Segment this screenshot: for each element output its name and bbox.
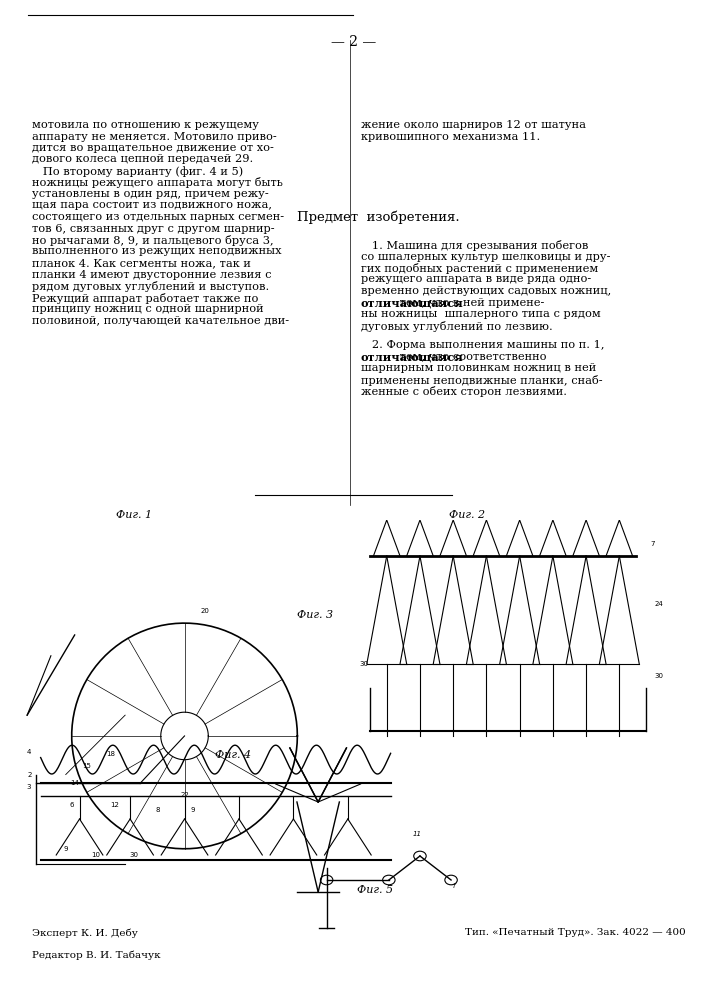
Text: планки 4 имеют двусторонние лезвия с: планки 4 имеют двусторонние лезвия с (32, 269, 271, 279)
Text: применены неподвижные планки, снаб-: применены неподвижные планки, снаб- (361, 374, 602, 385)
Text: Редактор В. И. Табачук: Редактор В. И. Табачук (32, 950, 160, 960)
Text: тем, что в ней примене-: тем, что в ней примене- (396, 298, 544, 308)
Text: ны ножницы  шпалерного типа с рядом: ны ножницы шпалерного типа с рядом (361, 309, 600, 319)
Text: Тип. «Печатный Труд». Зак. 4022 — 400: Тип. «Печатный Труд». Зак. 4022 — 400 (465, 928, 686, 937)
Text: установлены в один ряд, причем режу-: установлены в один ряд, причем режу- (32, 189, 269, 199)
Text: тов 6, связанных друг с другом шарнир-: тов 6, связанных друг с другом шарнир- (32, 224, 274, 233)
Text: временно действующих садовых ножниц,: временно действующих садовых ножниц, (361, 286, 611, 296)
Text: половиной, получающей качательное дви-: половиной, получающей качательное дви- (32, 316, 289, 326)
Text: женные с обеих сторон лезвиями.: женные с обеих сторон лезвиями. (361, 386, 566, 397)
Text: Предмет  изобретения.: Предмет изобретения. (297, 210, 460, 224)
Text: Фиг. 3: Фиг. 3 (296, 610, 333, 620)
Text: Эксперт К. И. Дебу: Эксперт К. И. Дебу (32, 928, 138, 938)
Text: Фиг. 2: Фиг. 2 (448, 510, 485, 520)
Text: отличающаяся: отличающаяся (361, 298, 463, 308)
Text: мотовила по отношению к режущему: мотовила по отношению к режущему (32, 120, 259, 130)
Text: шарнирным половинкам ножниц в ней: шарнирным половинкам ножниц в ней (361, 363, 596, 373)
Text: Фиг. 4: Фиг. 4 (215, 750, 252, 760)
Text: дуговых углублений по лезвию.: дуговых углублений по лезвию. (361, 320, 552, 332)
Text: состоящего из отдельных парных сегмен-: состоящего из отдельных парных сегмен- (32, 212, 284, 222)
Text: По второму варианту (фиг. 4 и 5): По второму варианту (фиг. 4 и 5) (32, 166, 243, 177)
Text: принципу ножниц с одной шарнирной: принципу ножниц с одной шарнирной (32, 304, 264, 314)
Text: отличающаяся: отличающаяся (361, 351, 463, 362)
Text: Режущий аппарат работает также по: Режущий аппарат работает также по (32, 292, 258, 304)
Text: жение около шарниров 12 от шатуна: жение около шарниров 12 от шатуна (361, 120, 585, 130)
Text: 2. Форма выполнения машины по п. 1,: 2. Форма выполнения машины по п. 1, (361, 340, 604, 350)
Text: Фиг. 1: Фиг. 1 (116, 510, 153, 520)
Text: выполненного из режущих неподвижных: выполненного из режущих неподвижных (32, 246, 281, 256)
Text: гих подобных растений с применением: гих подобных растений с применением (361, 263, 598, 274)
Text: аппарату не меняется. Мотовило приво-: аппарату не меняется. Мотовило приво- (32, 131, 276, 141)
Text: кривошипного механизма 11.: кривошипного механизма 11. (361, 131, 540, 141)
Text: Фиг. 5: Фиг. 5 (356, 885, 393, 895)
Text: ножницы режущего аппарата могут быть: ножницы режущего аппарата могут быть (32, 178, 283, 188)
Text: дового колеса цепной передачей 29.: дового колеса цепной передачей 29. (32, 154, 253, 164)
Text: планок 4. Как сегменты ножа, так и: планок 4. Как сегменты ножа, так и (32, 258, 251, 268)
Text: 1. Машина для срезывания побегов: 1. Машина для срезывания побегов (361, 240, 588, 251)
Text: но рычагами 8, 9, и пальцевого бруса 3,: но рычагами 8, 9, и пальцевого бруса 3, (32, 235, 274, 246)
Text: со шпалерных культур шелковицы и дру-: со шпалерных культур шелковицы и дру- (361, 251, 610, 261)
Text: дится во вращательное движение от хо-: дится во вращательное движение от хо- (32, 143, 274, 153)
Text: режущего аппарата в виде ряда одно-: режущего аппарата в виде ряда одно- (361, 274, 591, 284)
Text: щая пара состоит из подвижного ножа,: щая пара состоит из подвижного ножа, (32, 200, 271, 211)
Text: тем, что соответственно: тем, что соответственно (396, 351, 547, 361)
Text: рядом дуговых углублений и выступов.: рядом дуговых углублений и выступов. (32, 281, 269, 292)
Text: — 2 —: — 2 — (331, 35, 376, 49)
